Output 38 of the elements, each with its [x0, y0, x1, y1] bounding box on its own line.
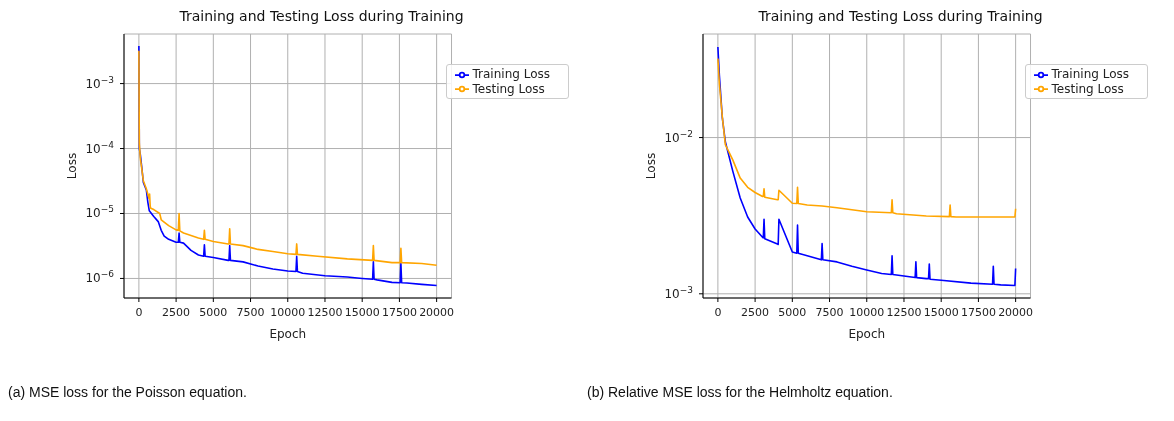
x-tick-label: 17500: [960, 306, 996, 319]
x-axis-title: Epoch: [269, 327, 307, 341]
x-tick-label: 20000: [998, 306, 1034, 319]
text: (a) MSE loss for the Poisson equation.: [8, 384, 248, 400]
x-tick-label: 0: [135, 306, 143, 319]
line-series: [717, 57, 1017, 218]
x-tick-label: 10000: [270, 306, 306, 319]
legend-label: Training Loss: [1051, 67, 1129, 81]
x-tick-label: 7500: [236, 306, 265, 319]
x-tick-label: 15000: [923, 306, 959, 319]
y-tick-label: 10$^{−2}$: [664, 128, 693, 145]
x-tick-label: 0: [714, 306, 722, 319]
chart-title: Training and Testing Loss during Training: [178, 8, 465, 26]
x-tick-label: 15000: [344, 306, 380, 319]
x-tick-label: 5000: [199, 306, 228, 319]
legend-label: Training Loss: [472, 67, 550, 81]
legend-label: Testing Loss: [472, 81, 545, 96]
x-axis-title: Epoch: [848, 327, 886, 341]
x-tick-label: 20000: [419, 306, 455, 319]
x-tick-label: 12500: [886, 306, 922, 319]
chart-title: Training and Testing Loss during Training: [757, 8, 1044, 26]
text: (b) Relative MSE loss for the Helmholtz equation.: [587, 384, 894, 400]
y-tick-label: 10$^{−4}$: [85, 139, 115, 156]
x-tick-label: 2500: [162, 306, 191, 319]
line-series: [717, 46, 1017, 287]
y-tick-label: 10$^{−6}$: [85, 269, 115, 286]
x-tick-label: 17500: [381, 306, 417, 319]
y-tick-label: 10$^{−3}$: [664, 284, 693, 301]
x-tick-label: 2500: [741, 306, 770, 319]
y-tick-label: 10$^{−5}$: [85, 204, 114, 221]
legend-label: Testing Loss: [1051, 81, 1124, 96]
x-tick-label: 7500: [815, 306, 844, 319]
x-tick-label: 5000: [778, 306, 807, 319]
y-axis-title: Loss: [65, 152, 80, 180]
x-tick-label: 10000: [849, 306, 885, 319]
y-tick-label: 10$^{−3}$: [85, 74, 114, 91]
x-tick-label: 12500: [307, 306, 343, 319]
y-axis-title: Loss: [644, 152, 659, 180]
